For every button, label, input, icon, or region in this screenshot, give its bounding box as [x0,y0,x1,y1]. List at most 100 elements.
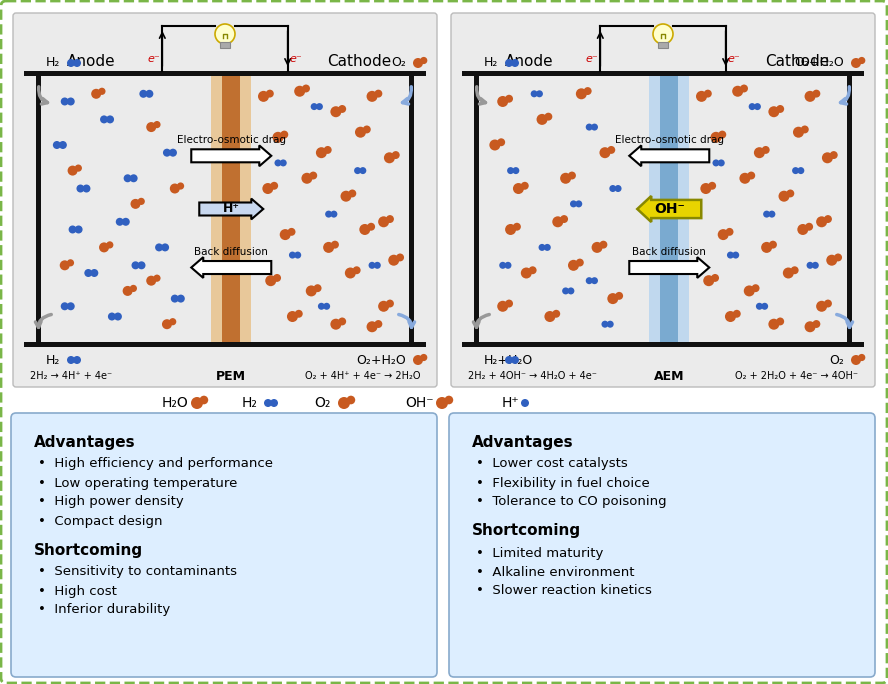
Circle shape [115,218,123,226]
Circle shape [445,395,453,404]
Text: •  Limited maturity: • Limited maturity [476,547,603,560]
Circle shape [701,183,711,194]
Circle shape [107,241,114,248]
Circle shape [378,301,389,312]
Circle shape [813,320,821,328]
Circle shape [67,259,74,267]
Text: AEM: AEM [654,369,685,382]
Circle shape [575,259,583,267]
Circle shape [725,311,736,322]
Text: Electro-osmotic drag: Electro-osmotic drag [177,135,286,145]
Text: H⁺: H⁺ [223,202,240,215]
Circle shape [420,354,427,361]
Circle shape [68,226,76,233]
FancyArrow shape [638,196,702,222]
Text: OH⁻: OH⁻ [406,396,434,410]
Text: •  Inferior durability: • Inferior durability [38,603,170,616]
Circle shape [536,90,543,97]
Text: O₂+H₂O: O₂+H₂O [356,354,406,367]
Circle shape [826,254,837,265]
Circle shape [599,147,610,158]
Circle shape [761,303,768,310]
Text: H₂+H₂O: H₂+H₂O [484,354,534,367]
Circle shape [262,183,274,194]
Text: e⁻: e⁻ [148,54,161,64]
Circle shape [67,59,75,67]
Circle shape [91,269,99,277]
Circle shape [756,303,763,310]
Circle shape [834,254,842,261]
Circle shape [805,91,815,102]
Circle shape [378,216,389,227]
Circle shape [139,90,147,98]
Circle shape [776,317,784,326]
Bar [409,76,414,342]
Circle shape [266,275,276,286]
Circle shape [114,313,122,321]
Circle shape [601,321,608,328]
Circle shape [123,286,132,296]
FancyArrow shape [191,257,271,278]
Circle shape [718,229,729,240]
Circle shape [562,287,569,294]
Circle shape [363,125,371,133]
Text: Shortcoming: Shortcoming [472,523,581,538]
Circle shape [76,185,84,192]
Circle shape [99,88,106,95]
Circle shape [544,113,552,120]
Circle shape [733,86,743,96]
Circle shape [75,164,82,172]
Circle shape [776,105,784,113]
Circle shape [806,262,813,269]
Circle shape [763,211,770,218]
Circle shape [560,215,568,223]
Text: H₂: H₂ [484,57,498,70]
Circle shape [130,285,137,292]
Circle shape [84,269,92,277]
Circle shape [813,90,821,98]
Text: •  Sensitivity to contaminants: • Sensitivity to contaminants [38,566,237,579]
Circle shape [740,85,748,92]
Bar [847,76,852,342]
Circle shape [531,90,537,97]
Text: PEM: PEM [217,369,246,382]
Text: H₂: H₂ [46,57,60,70]
Circle shape [768,106,780,117]
Circle shape [570,200,577,207]
Bar [462,71,864,76]
Circle shape [106,116,114,123]
Circle shape [704,90,712,98]
Text: H₂O: H₂O [162,396,188,410]
Circle shape [521,399,529,407]
Circle shape [552,216,563,227]
Circle shape [53,141,61,149]
Circle shape [824,300,832,308]
Circle shape [302,85,310,92]
FancyBboxPatch shape [449,413,875,677]
Text: •  High efficiency and performance: • High efficiency and performance [38,458,273,471]
Circle shape [367,321,377,332]
Circle shape [316,103,323,110]
Circle shape [91,89,101,98]
Circle shape [294,252,301,259]
Circle shape [696,91,707,102]
Bar [36,76,41,342]
Circle shape [287,311,298,322]
Circle shape [801,125,809,133]
Circle shape [497,96,508,107]
Text: H₂: H₂ [242,396,258,410]
Circle shape [161,244,169,252]
Circle shape [591,124,598,131]
Circle shape [787,189,794,198]
Circle shape [511,356,519,364]
Bar [474,76,479,342]
Circle shape [761,242,773,253]
Circle shape [792,167,799,174]
Circle shape [513,223,521,231]
Circle shape [544,311,555,322]
Circle shape [73,59,81,67]
Circle shape [824,215,832,223]
Text: Anode: Anode [67,53,115,68]
Circle shape [653,24,673,44]
Circle shape [313,285,321,292]
